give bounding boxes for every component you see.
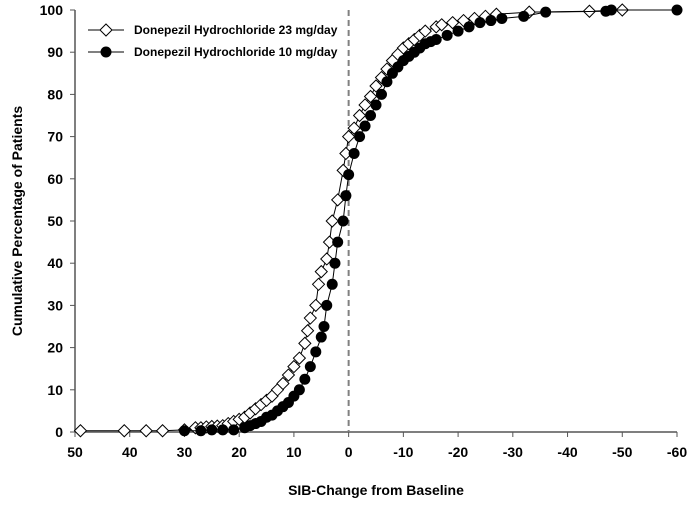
y-tick-label: 10 bbox=[47, 382, 63, 398]
x-tick-label: -20 bbox=[448, 444, 468, 460]
x-tick-label: -50 bbox=[612, 444, 632, 460]
series-line bbox=[184, 9, 677, 432]
diamond-marker bbox=[352, 108, 367, 123]
circle-marker bbox=[463, 21, 475, 33]
diamond-marker bbox=[434, 18, 449, 32]
circle-marker bbox=[310, 346, 322, 358]
y-tick-label: 30 bbox=[47, 297, 63, 313]
circle-marker bbox=[370, 99, 382, 111]
circle-marker bbox=[430, 34, 442, 46]
diamond-marker bbox=[363, 89, 378, 104]
x-tick-label: 30 bbox=[177, 444, 193, 460]
diamond-marker bbox=[300, 324, 315, 338]
circle-marker bbox=[178, 425, 190, 437]
circle-marker bbox=[299, 373, 311, 385]
diamond-marker bbox=[445, 15, 460, 30]
circle-marker bbox=[354, 131, 366, 143]
circle-marker bbox=[100, 46, 112, 58]
circle-marker bbox=[337, 215, 349, 227]
x-tick-label: 40 bbox=[122, 444, 138, 460]
circle-marker bbox=[452, 25, 464, 37]
legend-label: Donepezil Hydrochloride 10 mg/day bbox=[134, 45, 338, 59]
circle-marker bbox=[329, 257, 341, 269]
diamond-marker bbox=[325, 214, 339, 228]
diamond-marker bbox=[99, 23, 113, 37]
diamond-marker bbox=[303, 311, 318, 325]
series-line bbox=[80, 9, 623, 432]
circle-marker bbox=[217, 424, 229, 436]
x-tick-label: 10 bbox=[286, 444, 302, 460]
legend-label: Donepezil Hydrochloride 23 mg/day bbox=[134, 23, 338, 37]
circle-marker bbox=[293, 384, 305, 396]
diamond-marker bbox=[309, 298, 323, 313]
x-tick-label: 50 bbox=[67, 444, 83, 460]
diamond-marker bbox=[358, 98, 372, 112]
circle-marker bbox=[321, 299, 333, 311]
y-tick-label: 0 bbox=[55, 424, 63, 440]
series-1 bbox=[73, 3, 629, 438]
y-tick-label: 100 bbox=[40, 2, 64, 18]
x-tick-label: -10 bbox=[393, 444, 413, 460]
diamond-marker bbox=[341, 129, 356, 144]
x-tick-label: -30 bbox=[503, 444, 523, 460]
circle-marker bbox=[671, 4, 683, 16]
diamond-marker bbox=[314, 264, 328, 279]
circle-marker bbox=[343, 169, 355, 181]
circle-marker bbox=[375, 88, 387, 100]
y-axis-label: Cumulative Percentage of Patients bbox=[9, 106, 25, 337]
series-marks bbox=[73, 3, 683, 438]
circle-marker bbox=[381, 76, 393, 88]
circle-marker bbox=[540, 6, 552, 18]
circle-marker bbox=[315, 331, 327, 343]
circle-marker bbox=[348, 147, 360, 159]
diamond-marker bbox=[117, 424, 131, 438]
diamond-marker bbox=[73, 424, 88, 438]
circle-marker bbox=[359, 120, 371, 132]
circle-marker bbox=[206, 424, 218, 436]
diamond-marker bbox=[292, 351, 307, 365]
diamond-marker bbox=[347, 121, 361, 135]
diamond-marker bbox=[281, 368, 296, 382]
x-axis-label: SIB-Change from Baseline bbox=[288, 482, 464, 498]
x-tick-label: 0 bbox=[345, 444, 353, 460]
diamond-marker bbox=[287, 359, 301, 374]
circle-marker bbox=[496, 12, 508, 24]
circle-marker bbox=[318, 321, 330, 332]
circle-marker bbox=[304, 361, 316, 373]
diamond-marker bbox=[276, 376, 290, 391]
circle-marker bbox=[326, 278, 338, 290]
series-2 bbox=[178, 4, 683, 437]
y-tick-label: 20 bbox=[47, 340, 63, 356]
diamond-marker bbox=[522, 5, 536, 19]
circle-marker bbox=[332, 236, 344, 248]
y-tick-label: 50 bbox=[47, 213, 63, 229]
circle-marker bbox=[474, 17, 486, 29]
x-tick-label: -40 bbox=[557, 444, 577, 460]
y-tick-label: 80 bbox=[47, 86, 63, 102]
diamond-marker bbox=[369, 79, 383, 93]
diamond-marker bbox=[298, 336, 312, 351]
circle-marker bbox=[485, 15, 497, 27]
axes: 50 40 30 20 10 0 -10 -20 -30 -40 -50 -6001020304050… bbox=[40, 2, 688, 460]
diamond-marker bbox=[311, 277, 326, 292]
circle-marker bbox=[195, 425, 207, 437]
y-tick-label: 60 bbox=[47, 171, 63, 187]
y-tick-label: 40 bbox=[47, 255, 63, 271]
circle-marker bbox=[441, 29, 453, 41]
diamond-marker bbox=[418, 24, 432, 38]
diamond-marker bbox=[139, 424, 153, 438]
circle-marker bbox=[340, 190, 352, 202]
circle-marker bbox=[228, 424, 240, 436]
diamond-marker bbox=[155, 424, 170, 438]
y-tick-label: 90 bbox=[47, 44, 63, 60]
x-tick-label: 20 bbox=[231, 444, 247, 460]
circle-marker bbox=[605, 4, 617, 16]
circle-marker bbox=[365, 110, 377, 121]
legend: Donepezil Hydrochloride 23 mg/day Donepez… bbox=[88, 23, 338, 59]
circle-marker bbox=[518, 10, 530, 22]
x-tick-label: -60 bbox=[667, 444, 687, 460]
y-tick-label: 70 bbox=[47, 129, 63, 145]
